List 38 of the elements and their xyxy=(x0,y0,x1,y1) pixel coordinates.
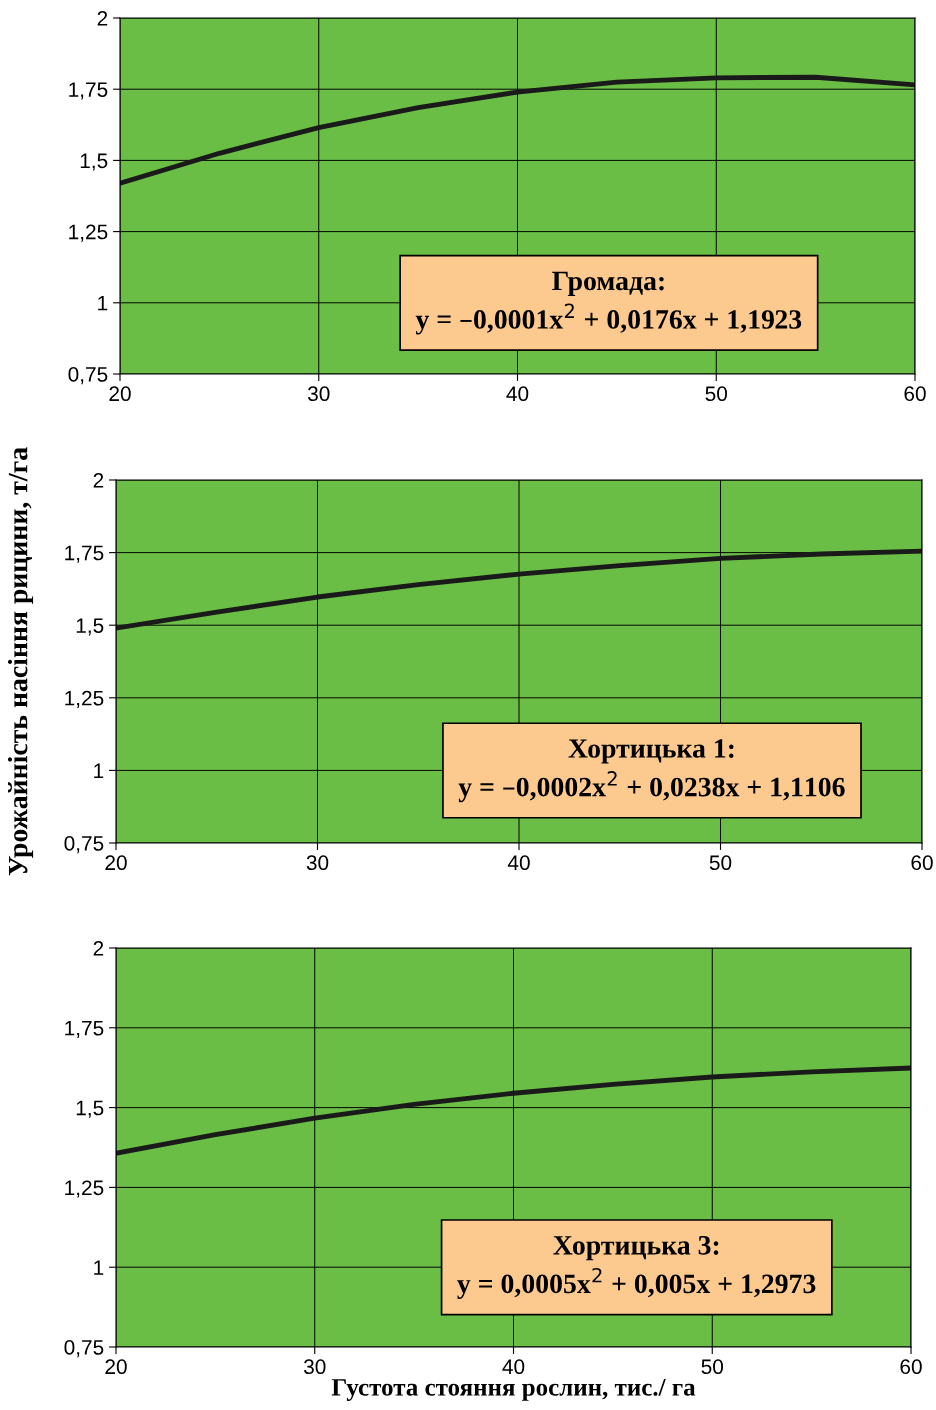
x-tick-label: 20 xyxy=(105,855,127,871)
y-tick-label: 1,75 xyxy=(65,545,104,563)
x-tick-label: 40 xyxy=(502,1359,525,1375)
y-tick-label: 1,5 xyxy=(76,1100,104,1118)
x-tick-label: 50 xyxy=(709,855,732,871)
y-tick-label: 0,75 xyxy=(68,367,108,385)
y-tick-label: 1,75 xyxy=(69,82,108,100)
x-tick-label: 30 xyxy=(307,386,330,402)
y-tick-label: 1 xyxy=(94,1260,104,1275)
x-tick-label: 30 xyxy=(306,855,329,871)
x-tick-label: 60 xyxy=(900,1359,922,1375)
annotation: Хортицька 1: y = –0,0002x$^{2}$ + 0,0238x + 1,1106 xyxy=(458,739,845,803)
y-tick-label: 1,25 xyxy=(65,690,104,709)
y-tick-label: 1,5 xyxy=(80,153,108,171)
y-tick-label: 1,25 xyxy=(65,1180,104,1198)
y-tick-label: 2 xyxy=(93,473,104,488)
x-tick-label: 40 xyxy=(506,386,529,402)
y-tick-label: 2 xyxy=(93,941,104,956)
y-axis-title: Урожайність насіння рицини, т/га xyxy=(7,447,34,876)
y-tick-label: 1 xyxy=(94,763,104,778)
y-tick-label: 1,75 xyxy=(65,1021,104,1039)
y-tick-label: 0,75 xyxy=(64,1340,104,1358)
x-tick-label: 30 xyxy=(303,1359,326,1375)
x-tick-label: 50 xyxy=(701,1359,724,1375)
y-tick-label: 1,5 xyxy=(76,618,104,636)
y-tick-label: 1 xyxy=(98,296,108,311)
y-tick-label: 0,75 xyxy=(64,836,104,854)
annotation: Громада: y = –0,0001x$^{2}$ + 0,0176x + 1,1923 xyxy=(415,271,802,335)
annotation: Хортицька 3: y = 0,0005x$^{2}$ + 0,005x + 1,2973 xyxy=(457,1236,816,1299)
x-tick-label: 60 xyxy=(911,855,933,871)
x-tick-label: 20 xyxy=(105,1359,127,1375)
y-tick-label: 2 xyxy=(97,11,108,26)
x-tick-label: 20 xyxy=(109,386,131,402)
x-tick-label: 40 xyxy=(507,855,530,871)
y-tick-label: 1,25 xyxy=(69,224,108,242)
x-tick-label: 60 xyxy=(904,386,926,402)
x-tick-label: 50 xyxy=(705,386,728,402)
x-axis-title: Густота стояння рослин, тис./ га xyxy=(331,1379,696,1401)
